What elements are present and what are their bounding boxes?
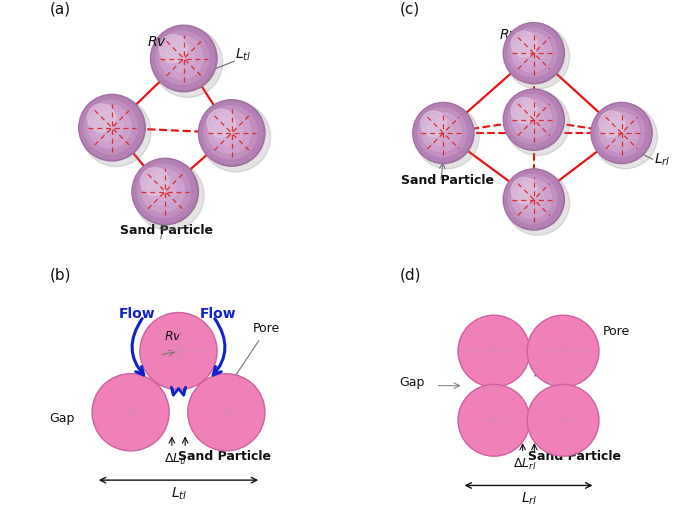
Circle shape: [505, 92, 570, 155]
Circle shape: [421, 112, 461, 152]
Circle shape: [512, 179, 552, 218]
Circle shape: [458, 315, 530, 387]
Circle shape: [508, 95, 557, 144]
Circle shape: [511, 31, 537, 57]
Text: Pore: Pore: [535, 325, 630, 376]
FancyArrowPatch shape: [132, 319, 144, 375]
Circle shape: [599, 111, 624, 137]
Circle shape: [159, 35, 187, 62]
Circle shape: [213, 116, 243, 146]
Circle shape: [201, 102, 271, 172]
FancyArrowPatch shape: [178, 387, 186, 395]
Text: $\Delta L_{rl}$: $\Delta L_{rl}$: [512, 457, 536, 472]
Circle shape: [505, 171, 570, 235]
Circle shape: [505, 24, 563, 82]
Circle shape: [505, 25, 570, 89]
FancyArrowPatch shape: [172, 387, 178, 395]
Circle shape: [527, 315, 599, 387]
Circle shape: [208, 110, 251, 153]
Circle shape: [81, 97, 151, 167]
FancyArrowPatch shape: [214, 319, 225, 375]
Circle shape: [199, 100, 265, 166]
Text: Sand Particle: Sand Particle: [528, 430, 622, 463]
Circle shape: [150, 25, 217, 92]
Text: Pore: Pore: [231, 322, 280, 382]
Circle shape: [160, 36, 203, 79]
Circle shape: [511, 98, 537, 123]
Circle shape: [80, 96, 144, 159]
Text: $Rv$: $Rv$: [147, 35, 167, 49]
Circle shape: [517, 38, 544, 65]
Circle shape: [517, 104, 544, 132]
Circle shape: [204, 106, 257, 159]
Circle shape: [414, 104, 472, 162]
Circle shape: [88, 105, 132, 148]
Text: $Rv$: $Rv$: [164, 330, 182, 343]
Circle shape: [596, 108, 645, 157]
Text: $L_{tl}$: $L_{tl}$: [171, 485, 187, 502]
Text: Gap: Gap: [50, 412, 75, 425]
Circle shape: [418, 108, 467, 157]
Circle shape: [413, 103, 474, 164]
Circle shape: [188, 373, 265, 451]
Circle shape: [92, 373, 169, 451]
Text: $Rv$: $Rv$: [555, 317, 573, 330]
Circle shape: [84, 101, 137, 154]
Circle shape: [503, 23, 564, 84]
Text: (d): (d): [400, 267, 421, 282]
Text: Sand Particle: Sand Particle: [120, 224, 213, 237]
Circle shape: [152, 27, 215, 90]
Circle shape: [132, 159, 199, 225]
Circle shape: [511, 178, 537, 203]
Circle shape: [421, 111, 447, 137]
Text: $L_{tl}$: $L_{tl}$: [235, 46, 251, 63]
Text: $L_{rl}$: $L_{rl}$: [654, 152, 670, 168]
Text: $L_{rl}$: $L_{rl}$: [521, 491, 537, 507]
Circle shape: [78, 95, 146, 161]
Circle shape: [505, 90, 563, 148]
Circle shape: [146, 174, 176, 205]
Circle shape: [141, 169, 185, 212]
Circle shape: [153, 28, 223, 97]
Text: Sand Particle: Sand Particle: [178, 416, 272, 463]
Circle shape: [415, 105, 480, 169]
Text: Flow: Flow: [199, 307, 237, 321]
Circle shape: [458, 384, 530, 456]
Circle shape: [137, 164, 190, 218]
Circle shape: [512, 32, 552, 72]
Circle shape: [134, 161, 204, 230]
Circle shape: [141, 168, 169, 196]
Circle shape: [512, 99, 552, 138]
Circle shape: [593, 105, 657, 169]
Circle shape: [503, 169, 564, 230]
Circle shape: [508, 28, 557, 77]
Circle shape: [199, 101, 263, 164]
Text: $\Delta L_{tl}$: $\Delta L_{tl}$: [164, 452, 187, 467]
Circle shape: [165, 41, 195, 72]
Circle shape: [93, 111, 123, 141]
Circle shape: [503, 89, 564, 150]
Circle shape: [517, 184, 544, 212]
Circle shape: [140, 313, 217, 389]
Text: Sand Particle: Sand Particle: [401, 173, 494, 187]
Circle shape: [156, 31, 209, 85]
Circle shape: [605, 118, 632, 145]
Circle shape: [591, 103, 652, 164]
Circle shape: [207, 109, 235, 137]
Circle shape: [592, 104, 650, 162]
Text: Flow: Flow: [119, 307, 155, 321]
Circle shape: [527, 384, 599, 456]
Circle shape: [88, 104, 116, 131]
Circle shape: [505, 170, 563, 228]
Circle shape: [426, 118, 454, 145]
Text: (c): (c): [400, 1, 420, 16]
Text: Gap: Gap: [400, 376, 425, 389]
Circle shape: [133, 160, 197, 223]
Circle shape: [600, 112, 639, 152]
Text: $Rv$: $Rv$: [498, 28, 519, 43]
Text: (a): (a): [50, 1, 71, 16]
Circle shape: [508, 174, 557, 223]
Text: (b): (b): [50, 267, 71, 282]
